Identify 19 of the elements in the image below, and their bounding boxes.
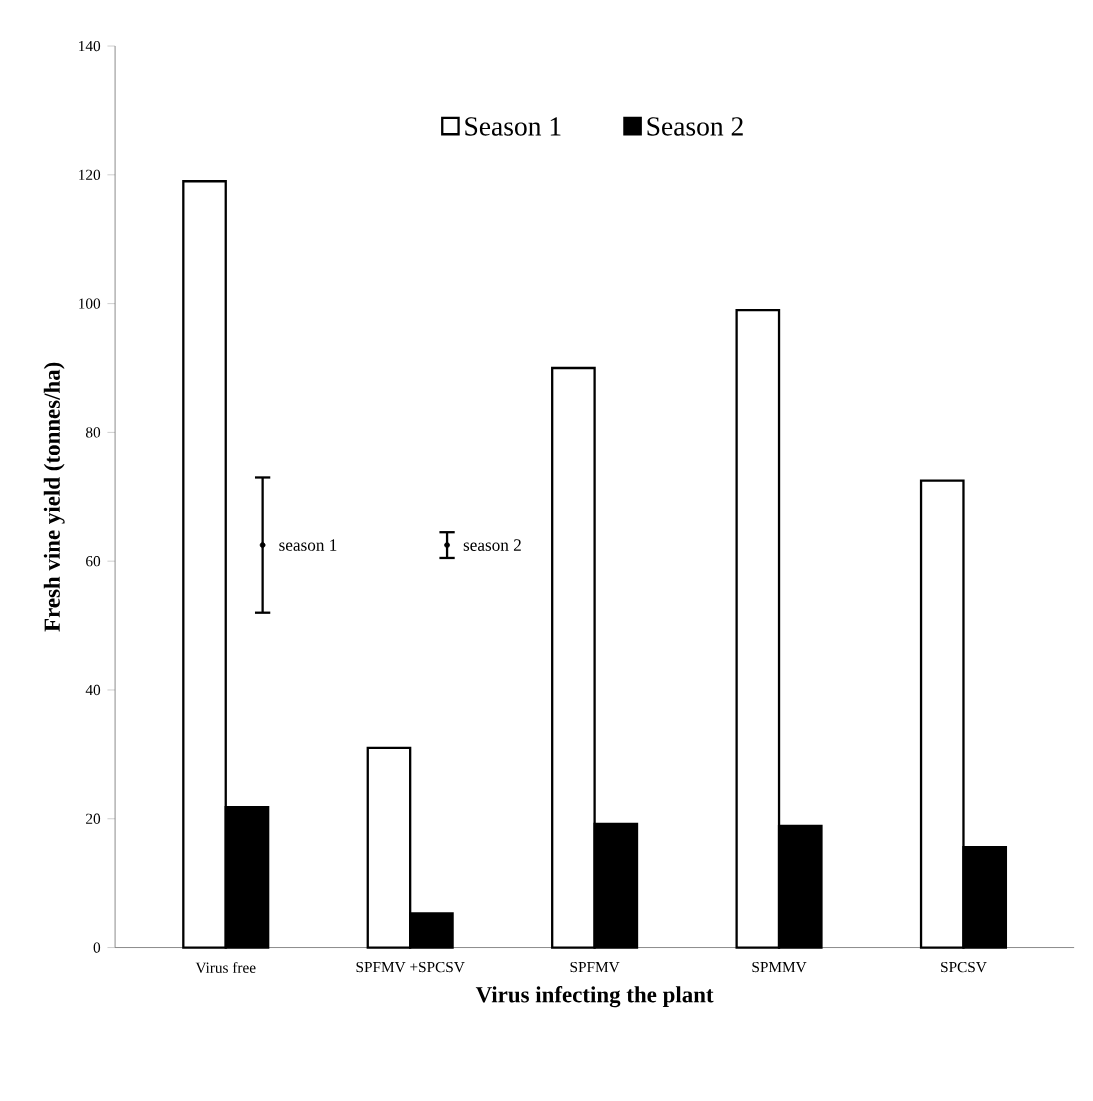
x-tick-label: SPFMV [570,961,620,973]
y-tick-label: 40 [85,684,100,696]
y-tick-label: 0 [93,942,100,953]
x-axis-title: Virus infecting the plant [475,986,714,1008]
legend-label: Season 2 [647,117,743,136]
x-tick-label: SPCSV [940,961,987,973]
y-tick-label: 100 [78,298,100,309]
x-tick-label: SPFMV +SPCSV [356,961,465,973]
y-tick-label: 20 [85,813,100,824]
x-tick-label: Virus free [195,961,256,973]
y-tick-label: 140 [78,40,100,52]
x-tick-label: SPMMV [752,961,807,973]
y-tick-label: 60 [85,556,100,567]
series-label: season 1 [279,539,337,551]
series-label: season 2 [463,539,521,551]
y-tick-label: 80 [85,427,100,438]
y-axis-title: Fresh vine yield (tonnes/ha) [43,362,65,632]
y-tick-label: 120 [78,169,100,180]
legend-label: Season 1 [465,117,561,136]
